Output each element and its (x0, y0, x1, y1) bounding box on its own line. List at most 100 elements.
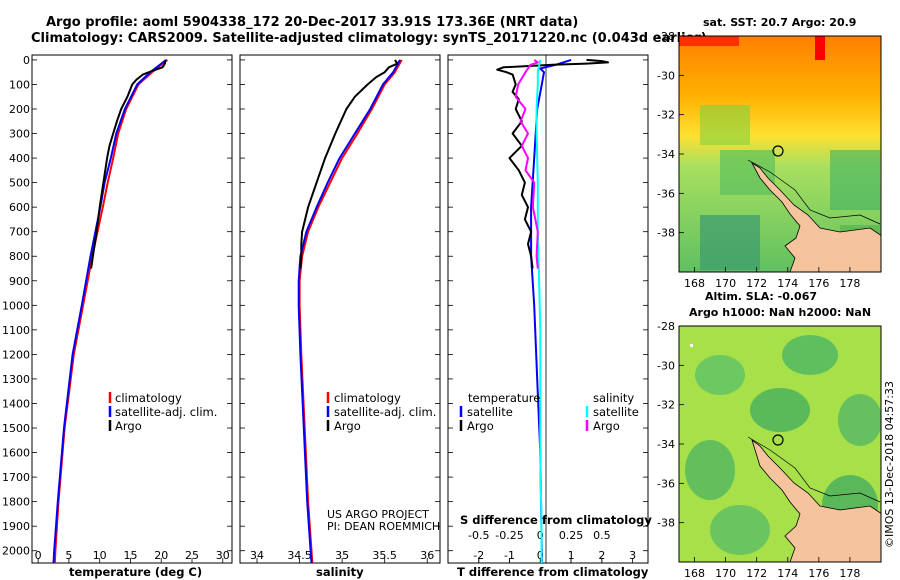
lat-tick-label: -34 (657, 148, 675, 161)
sla-map (679, 326, 881, 562)
lat-tick-label: -30 (657, 359, 675, 372)
salinity-series (297, 59, 403, 564)
x-tick-label: 35.5 (372, 549, 397, 562)
depth-tick-label: 1200 (2, 348, 30, 361)
depth-tick-label: 1800 (2, 496, 30, 509)
salinity-axis-label: salinity (316, 565, 364, 579)
depth-tick-label: 2000 (2, 545, 30, 558)
temperature-legend: climatology satellite-adj. clim. Argo (108, 391, 217, 433)
lon-tick-label: 170 (715, 567, 736, 580)
sla-patch (685, 440, 735, 500)
x-tick-label: 20 (154, 549, 168, 562)
lat-tick-label: -32 (657, 109, 675, 122)
depth-tick-label: 400 (9, 152, 30, 165)
sst-lon-ticks: 168 170 172 174 176 178 (684, 267, 860, 290)
difference-panel-frame (447, 54, 649, 564)
salinity-difference-x-ticks: -0.5 -0.25 0 0.25 0.5 (468, 529, 611, 563)
lat-tick-label: -38 (657, 227, 675, 240)
temperature-series (52, 59, 169, 564)
depth-tick-label: 500 (9, 177, 30, 190)
difference-series (496, 58, 609, 563)
difference-temperature-legend: temperature satellite Argo (459, 391, 540, 433)
legend-argo: Argo (115, 419, 142, 433)
x-tick-label: 30 (216, 549, 230, 562)
project-credit-line-1: US ARGO PROJECT (327, 508, 429, 521)
sst-patch (830, 150, 880, 210)
lat-tick-label: -30 (657, 69, 675, 82)
difference-x-ticks: -2 -1 0 1 2 3 (473, 549, 636, 563)
x-tick-label: 5 (65, 549, 72, 562)
salinity-x-ticks: 34 34.5 35 35.5 36 (250, 549, 434, 563)
depth-tick-label: 1100 (2, 324, 30, 337)
difference-salinity-legend: salinity satellite Argo (585, 391, 639, 433)
depth-tick-label: 1000 (2, 299, 30, 312)
lat-tick-label: -32 (657, 399, 675, 412)
depth-tick-label: 1600 (2, 447, 30, 460)
temperature-x-ticks: 0 5 10 15 20 25 30 (35, 549, 230, 563)
x-tick-label: -1 (504, 549, 515, 562)
lon-tick-label: 176 (808, 277, 829, 290)
legend-satellite: satellite-adj. clim. (115, 405, 217, 419)
depth-tick-label: 800 (9, 250, 30, 263)
sla-patch (695, 355, 745, 395)
legend-sal-argo: Argo (593, 419, 620, 433)
salinity-panel-frame (239, 54, 441, 564)
x-tick-label: 3 (629, 549, 636, 562)
lon-tick-label: 168 (684, 277, 705, 290)
legend-temp-satellite: satellite (467, 405, 513, 419)
depth-tick-label: 200 (9, 103, 30, 116)
series-line-climatology (298, 59, 403, 564)
lat-tick-label: -28 (657, 320, 675, 333)
depth-tick-label: 1900 (2, 520, 30, 533)
legend-salinity-title: salinity (593, 391, 634, 405)
series-line-salinity-argo (514, 59, 539, 269)
t-difference-axis-label: T difference from climatology (457, 565, 649, 579)
x-tick-label: 0 (537, 549, 544, 562)
sla-patch (710, 505, 770, 555)
legend-argo: Argo (334, 419, 361, 433)
depth-tick-label: 600 (9, 201, 30, 214)
sla-map-title-1: Altim. SLA: -0.067 (705, 290, 817, 303)
x-tick-label: 0.5 (593, 529, 611, 542)
depth-tick-label: 1400 (2, 397, 30, 410)
sla-lat-ticks: -28 -30 -32 -34 -36 -38 (657, 320, 684, 530)
series-line-temperature-argo (496, 58, 609, 269)
x-tick-label: 2 (598, 549, 605, 562)
x-tick-label: 15 (123, 549, 137, 562)
x-tick-label: 34.5 (287, 549, 312, 562)
s-difference-axis-label: S difference from climatology (460, 513, 652, 527)
lat-tick-label: -34 (657, 438, 675, 451)
x-tick-label: 1 (568, 549, 575, 562)
sla-patch (750, 388, 810, 432)
salinity-legend: climatology satellite-adj. clim. Argo (326, 391, 436, 433)
series-line-satellite-adj-clim- (297, 59, 401, 564)
sla-map-title-2: Argo h1000: NaN h2000: NaN (689, 306, 871, 319)
lon-tick-label: 172 (746, 567, 767, 580)
sst-map-title: sat. SST: 20.7 Argo: 20.9 (703, 16, 856, 29)
title-line-1: Argo profile: aoml 5904338_172 20-Dec-20… (46, 15, 578, 30)
sst-lat-ticks: -28 -30 -32 -34 -36 -38 (657, 30, 684, 240)
legend-climatology: climatology (334, 391, 401, 405)
x-tick-label: 10 (93, 549, 107, 562)
bathymetry-contour (747, 159, 881, 225)
x-tick-label: 36 (420, 549, 434, 562)
sla-patch (838, 394, 881, 446)
depth-axis: 0 100 200 300 400 500 600 700 800 900 1000 1100 1200… (2, 54, 30, 558)
legend-temperature-title: temperature (468, 391, 540, 405)
x-tick-label: -2 (473, 549, 484, 562)
sst-patch (720, 150, 775, 195)
series-line-argo (299, 59, 399, 269)
sst-patch (700, 215, 760, 270)
legend-climatology: climatology (115, 391, 182, 405)
lon-tick-label: 176 (808, 567, 829, 580)
depth-tick-label: 900 (9, 275, 30, 288)
bathymetry-contour (747, 436, 881, 503)
series-line-argo (90, 59, 167, 269)
depth-tick-label: 300 (9, 128, 30, 141)
new-zealand-land (750, 161, 881, 272)
depth-tick-label: 1500 (2, 422, 30, 435)
lat-tick-label: -38 (657, 517, 675, 530)
lat-tick-label: -36 (657, 187, 675, 200)
project-credit-line-2: PI: DEAN ROEMMICH (327, 520, 440, 533)
